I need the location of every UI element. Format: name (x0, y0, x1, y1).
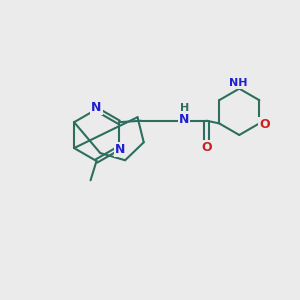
Text: N: N (179, 113, 190, 126)
Text: H: H (180, 103, 189, 113)
Text: O: O (260, 118, 270, 131)
Text: N: N (91, 101, 102, 114)
Text: N: N (115, 143, 126, 156)
Text: O: O (201, 141, 212, 154)
Text: NH: NH (230, 78, 248, 88)
